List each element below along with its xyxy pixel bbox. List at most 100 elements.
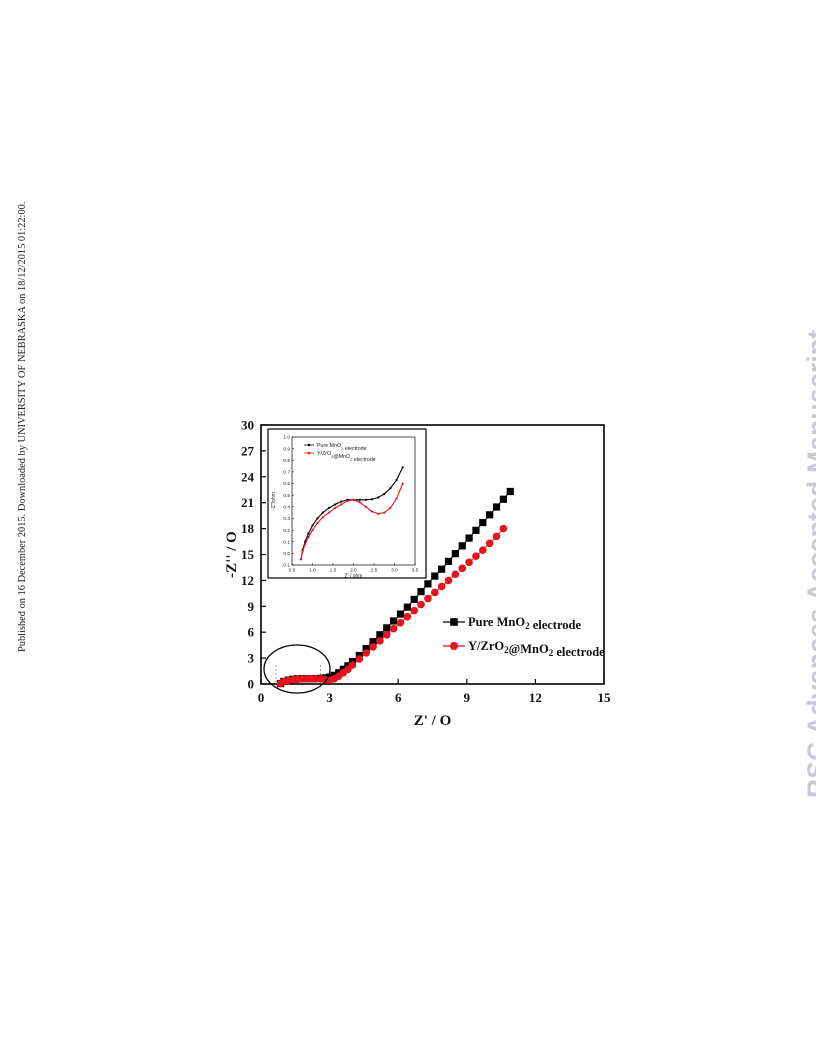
data-point-pure <box>403 603 411 611</box>
inset-data-point-doped <box>301 549 304 553</box>
inset-data-point-doped <box>389 506 392 510</box>
inset-data-point-doped <box>333 506 337 510</box>
data-point-pure <box>444 557 453 566</box>
legend-label: Pure MnO2 electrode <box>468 615 581 632</box>
data-point-doped <box>417 600 425 609</box>
inset-x-tick-label: 3.0 <box>391 568 398 574</box>
inset-data-point-doped <box>358 501 361 504</box>
data-point-pure <box>465 534 473 542</box>
data-point-pure <box>451 550 459 558</box>
data-point-doped <box>437 582 446 591</box>
data-point-pure <box>486 511 494 519</box>
inset-data-point-pure <box>377 496 380 499</box>
data-point-doped <box>424 594 432 603</box>
inset-data-point-pure <box>364 498 367 501</box>
inset-data-point-doped <box>370 510 374 513</box>
data-point-doped <box>444 576 453 585</box>
y-tick-label: 15 <box>241 547 255 562</box>
legend-marker-doped <box>450 642 458 650</box>
data-point-doped <box>485 539 494 548</box>
inset-y-tick-label: 0.5 <box>283 493 290 499</box>
y-tick-label: 24 <box>241 469 255 484</box>
inset-data-point-doped <box>383 511 386 514</box>
inset-y-tick-label: 0.8 <box>283 458 290 464</box>
y-tick-label: 18 <box>241 521 255 536</box>
data-point-doped <box>479 546 487 554</box>
inset-data-point-doped <box>364 505 367 508</box>
inset-data-point-pure <box>333 503 337 506</box>
x-tick-label: 3 <box>326 690 333 705</box>
data-point-pure <box>479 518 487 527</box>
y-tick-label: 21 <box>241 495 254 510</box>
data-point-doped <box>492 532 501 541</box>
inset-x-axis-title: Z' / ohm <box>345 574 363 580</box>
inset-data-point-pure <box>321 511 324 514</box>
inset-y-tick-label: 0.6 <box>283 481 290 487</box>
inset-x-tick-label: 1.0 <box>309 568 316 574</box>
x-tick-label: 0 <box>258 690 265 705</box>
y-tick-label: 3 <box>248 651 255 666</box>
data-point-doped <box>465 558 473 567</box>
inset-data-point-doped <box>327 511 330 514</box>
inset-data-point-doped <box>377 512 380 515</box>
data-point-pure <box>376 631 384 639</box>
data-point-pure <box>499 495 507 503</box>
data-point-pure <box>369 638 377 646</box>
y-tick-label: 12 <box>241 573 254 588</box>
inset-y-tick-label: 0.9 <box>283 446 290 452</box>
x-axis-title: Z' / O <box>414 713 452 729</box>
y-tick-label: 6 <box>248 625 255 640</box>
data-point-doped <box>362 649 370 657</box>
y-tick-label: 9 <box>248 599 255 614</box>
legend-marker-pure <box>450 618 458 626</box>
inset-legend-label: Y/ZrO2@MnO2 electrode <box>317 451 376 463</box>
data-point-doped <box>348 661 357 669</box>
inset-data-point-pure <box>395 478 398 482</box>
inset-legend-label: Pure MnO2 electrode <box>317 443 367 452</box>
legend-label: Y/ZrO2@MnO2 electrode <box>468 639 605 659</box>
data-point-pure <box>383 624 391 632</box>
data-point-doped <box>355 655 364 663</box>
data-point-doped <box>389 624 398 633</box>
inset-data-point-pure <box>383 492 386 496</box>
highlight-ellipse <box>263 644 331 694</box>
inset-data-point-pure <box>311 524 314 527</box>
inset-x-tick-label: 0.5 <box>289 568 296 574</box>
inset-data-point-doped <box>304 542 307 546</box>
inset-data-point-doped <box>395 497 398 500</box>
inset-panel <box>267 428 427 579</box>
inset-data-point-pure <box>316 517 319 520</box>
inset-data-point-doped <box>316 522 319 525</box>
inset-series-line-pure <box>300 467 404 560</box>
data-point-doped <box>382 630 391 639</box>
data-point-doped <box>396 618 405 627</box>
inset-y-tick-label: 0.2 <box>283 528 290 534</box>
data-point-pure <box>410 595 418 603</box>
x-tick-label: 9 <box>464 690 471 705</box>
data-point-pure <box>431 572 439 580</box>
data-point-pure <box>362 645 370 653</box>
data-point-doped <box>430 588 439 597</box>
inset-y-axis-title: -Z''/ohm <box>271 492 277 510</box>
inset-y-tick-label: 0.1 <box>283 539 290 545</box>
inset-data-point-pure <box>358 498 361 501</box>
inset-data-point-pure <box>307 532 310 535</box>
inset-data-point-doped <box>299 558 303 561</box>
inset-y-tick-label: 0.0 <box>283 551 290 557</box>
data-point-pure <box>492 503 501 511</box>
data-point-doped <box>499 524 508 533</box>
data-point-pure <box>506 487 514 496</box>
y-axis-title: -Z'' / O <box>224 531 240 578</box>
data-point-pure <box>390 617 398 625</box>
inset-x-tick-label: 2.0 <box>350 568 357 574</box>
inset-data-point-doped <box>311 528 314 532</box>
x-tick-label: 12 <box>529 690 542 705</box>
inset-legend-marker <box>307 443 311 447</box>
inset-legend-marker <box>307 451 311 455</box>
data-point-doped <box>403 612 412 621</box>
y-tick-label: 30 <box>241 418 254 433</box>
inset-data-point-doped <box>307 535 310 539</box>
x-tick-label: 15 <box>598 690 612 705</box>
inset-data-point-pure <box>370 498 374 501</box>
inset-y-tick-label: 0.3 <box>283 516 290 522</box>
